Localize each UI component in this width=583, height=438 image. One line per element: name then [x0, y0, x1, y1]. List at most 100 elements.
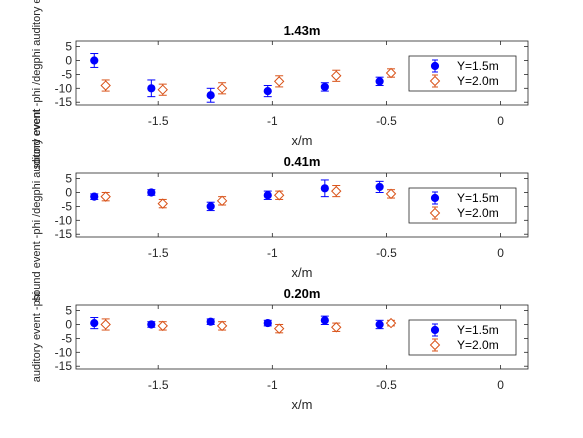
data-point	[385, 188, 397, 200]
legend-marker	[429, 207, 441, 219]
data-point	[216, 195, 228, 207]
data-point	[375, 320, 384, 329]
legend-box	[408, 187, 517, 224]
x-tick-label: 0	[497, 378, 504, 392]
data-point	[206, 317, 215, 326]
legend-marker	[430, 325, 440, 335]
x-axis-label: x/m	[292, 133, 313, 148]
legend-marker	[429, 339, 441, 351]
chart-title: 0.20m	[284, 286, 321, 301]
data-point	[157, 320, 168, 332]
y-tick-label: 0	[65, 317, 72, 331]
x-axis-label: x/m	[292, 397, 313, 412]
x-tick-label: -1.5	[148, 114, 169, 128]
y-tick-label: 0	[65, 185, 72, 199]
legend-marker	[430, 61, 440, 71]
y-tick-label: -5	[61, 67, 72, 81]
y-tick-label: -10	[55, 81, 73, 95]
data-point	[90, 56, 99, 65]
data-point	[375, 77, 384, 86]
axes-box	[75, 172, 529, 238]
legend-label: Y=2.0m	[457, 338, 499, 352]
data-point	[206, 91, 215, 100]
legend: Y=1.5mY=2.0m	[408, 319, 517, 356]
series-y20	[100, 185, 397, 209]
chart-panel-1: 1.43m sound event -phi /degphi auditory e…	[31, 0, 529, 169]
y-tick-label: -5	[61, 331, 72, 345]
legend-marker	[430, 193, 440, 203]
data-point	[273, 190, 285, 201]
x-tick-label: -1	[267, 378, 278, 392]
data-point	[90, 192, 99, 201]
legend: Y=1.5mY=2.0m	[408, 187, 517, 224]
y-tick-label: -15	[55, 95, 73, 109]
y-tick-label: -5	[61, 199, 72, 213]
y-axis-label: sound event -phi /degphi auditory event	[31, 109, 43, 302]
legend-label: Y=2.0m	[457, 206, 499, 220]
data-point	[100, 191, 111, 202]
data-point	[320, 82, 329, 92]
x-tick-label: -0.5	[376, 246, 397, 260]
data-point	[320, 316, 329, 325]
series-y15	[90, 53, 384, 103]
series-y15	[90, 179, 384, 212]
data-point	[147, 84, 156, 93]
chart-title: 1.43m	[284, 23, 321, 38]
data-point	[385, 317, 397, 329]
x-tick-label: -1	[267, 114, 278, 128]
data-point	[263, 191, 272, 200]
series-y20	[100, 67, 397, 96]
x-tick-label: -0.5	[376, 378, 397, 392]
y-tick-label: -10	[55, 345, 73, 359]
y-tick-label: -15	[55, 359, 73, 373]
legend-label: Y=1.5m	[457, 59, 499, 73]
data-point	[331, 70, 342, 81]
data-point	[273, 76, 285, 87]
y-axis-label: auditory event -phi	[31, 292, 43, 383]
x-tick-label: 0	[497, 114, 504, 128]
y-axis-label: sound event -phi /degphi auditory event	[31, 0, 43, 169]
axes-box	[75, 304, 529, 370]
data-point	[100, 80, 111, 91]
legend-box	[408, 55, 517, 92]
axes-box	[75, 40, 529, 106]
chart-panel-2: 0.41m sound event -phi /degphi auditory e…	[31, 109, 529, 302]
x-tick-label: -1	[267, 246, 278, 260]
series-y20	[100, 317, 397, 334]
data-point	[263, 318, 272, 328]
data-point	[90, 318, 99, 328]
x-tick-label: 0	[497, 246, 504, 260]
y-tick-label: 0	[65, 53, 72, 67]
data-point	[147, 320, 156, 329]
y-tick-label: 5	[65, 40, 72, 54]
y-tick-label: -10	[55, 213, 73, 227]
data-point	[320, 184, 329, 193]
y-tick-label: -15	[55, 227, 73, 241]
x-tick-label: -1.5	[148, 378, 169, 392]
data-point	[100, 319, 111, 330]
data-point	[157, 84, 168, 95]
legend: Y=1.5mY=2.0m	[408, 55, 517, 92]
data-point	[331, 185, 342, 197]
x-tick-label: -0.5	[376, 114, 397, 128]
data-point	[216, 83, 228, 94]
series-y15	[90, 315, 384, 330]
data-point	[216, 320, 228, 332]
data-point	[206, 202, 215, 211]
y-tick-label: 5	[65, 304, 72, 318]
y-tick-label: 5	[65, 172, 72, 186]
legend-label: Y=2.0m	[457, 74, 499, 88]
data-point	[273, 323, 285, 334]
data-point	[147, 188, 156, 197]
data-point	[263, 86, 272, 96]
legend-marker	[429, 75, 441, 87]
data-point	[385, 67, 397, 79]
data-point	[375, 182, 384, 192]
legend-label: Y=1.5m	[457, 323, 499, 337]
chart-title: 0.41m	[284, 154, 321, 169]
legend-box	[408, 319, 517, 356]
x-axis-label: x/m	[292, 265, 313, 280]
legend-label: Y=1.5m	[457, 191, 499, 205]
